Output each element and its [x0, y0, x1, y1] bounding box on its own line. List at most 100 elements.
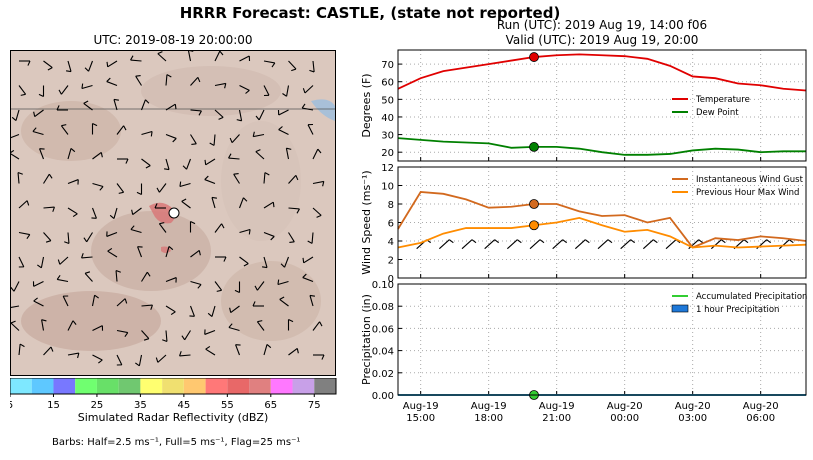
wind-barb	[214, 109, 224, 118]
wind-barb-feather	[234, 289, 240, 294]
wind-barb-feather	[106, 77, 111, 82]
legend-label: Accumulated Precipitation	[696, 292, 807, 302]
x-tick-label: 06:00	[746, 413, 775, 424]
wind-barb-feather	[155, 357, 159, 363]
wind-barb	[277, 280, 289, 286]
wind-barb	[461, 239, 473, 250]
colorbar-tick-label: 55	[221, 400, 234, 410]
wind-barb-feather	[585, 239, 590, 244]
wind-barb	[187, 51, 192, 62]
y-tick-label: 4	[388, 237, 394, 248]
wind-barb	[165, 277, 177, 283]
wind-barb-feather	[145, 165, 151, 169]
wind-barb	[642, 239, 654, 250]
wind-barb-feather	[61, 124, 67, 127]
wind-barb	[204, 179, 216, 185]
wind-barb	[179, 182, 191, 188]
wind-barb-feather	[50, 346, 54, 352]
wind-barb-feather	[174, 104, 177, 110]
wind-barb	[18, 256, 25, 268]
wind-barb-feather	[257, 320, 263, 323]
legend-label: Dew Point	[696, 108, 739, 118]
wind-barb	[67, 60, 72, 72]
wind-barb-feather	[248, 229, 251, 235]
wind-barb	[86, 232, 93, 243]
colorbar-swatch	[140, 378, 163, 394]
wind-barb	[205, 158, 216, 166]
x-tick-label: Aug-20	[675, 401, 711, 412]
wind-barb	[230, 305, 240, 314]
terrain-patch	[221, 121, 301, 241]
wind-barb	[13, 281, 20, 292]
wind-barb-feather	[255, 149, 261, 153]
wind-barb	[18, 85, 27, 95]
wind-barb	[778, 239, 790, 250]
wind-barb	[309, 295, 314, 307]
wind-barb-feather	[179, 181, 182, 187]
wind-barb	[214, 223, 223, 233]
wind-barb-feather	[170, 311, 176, 316]
radar-map[interactable]	[10, 50, 336, 376]
wind-barb-feather	[83, 237, 88, 243]
wind-barb	[438, 239, 450, 250]
wind-barb-feather	[56, 275, 61, 280]
wind-barb	[115, 270, 118, 282]
wind-barb-feather	[47, 67, 53, 71]
wind-barb	[286, 85, 290, 97]
wind-barb-feather	[280, 263, 285, 268]
wind-barb-feather	[223, 256, 227, 262]
wind-barb	[116, 125, 125, 135]
x-tick-label: 21:00	[542, 413, 571, 424]
wind-barb	[165, 305, 176, 313]
plot-frame	[397, 283, 807, 396]
wind-barb-feather	[172, 138, 177, 143]
wind-barb	[43, 173, 50, 184]
wind-barb-feather	[181, 198, 187, 202]
wind-barb	[34, 109, 44, 118]
wind-barb-feather	[302, 257, 305, 263]
wind-barb-feather	[162, 339, 168, 342]
wind-barb-feather	[166, 74, 172, 78]
wind-barb	[92, 151, 102, 160]
wind-barb	[60, 125, 69, 135]
terrain-patch	[221, 261, 321, 341]
wind-barb	[83, 102, 93, 111]
colorbar-swatch	[96, 378, 119, 394]
wind-barb-feather	[254, 285, 258, 291]
colorbar-swatch	[249, 378, 271, 394]
wind-barb	[81, 84, 93, 90]
map-canvas	[11, 51, 335, 375]
chart-panel-2: 0 2 4 6 8 10 12 Wind Speed (ms⁻¹) Instantaneous …	[360, 163, 807, 285]
wind-barb-feather	[471, 239, 477, 244]
colorbar-swatch	[53, 378, 76, 394]
wind-barb	[92, 354, 103, 361]
x-tick-label: Aug-19	[471, 401, 507, 412]
wind-barb-feather	[113, 98, 119, 101]
wind-barb	[228, 157, 240, 160]
wind-barb-feather	[32, 127, 37, 132]
wind-barb	[190, 76, 199, 86]
wind-barb-feather	[216, 289, 222, 292]
wind-barb-feather	[288, 318, 294, 323]
wind-barb	[263, 60, 275, 64]
x-tick-label: 15:00	[406, 413, 435, 424]
wind-barb	[238, 109, 243, 121]
colorbar-swatch	[118, 378, 141, 394]
wind-barb	[141, 330, 150, 340]
wind-barb-feather	[296, 208, 300, 214]
wind-barb-feather	[270, 236, 275, 241]
wind-barb-feather	[150, 131, 153, 137]
wind-barb	[135, 75, 142, 86]
wind-barb-feather	[27, 60, 31, 66]
wind-barb-feather	[20, 93, 26, 96]
wind-barb	[231, 134, 240, 144]
wind-barb	[130, 59, 142, 62]
wind-barb-feather	[228, 323, 233, 328]
wind-barb-feather	[92, 122, 98, 127]
y-axis-label: Precipitation (in)	[360, 294, 373, 385]
wind-barb	[302, 107, 314, 111]
wind-barb-feather	[209, 142, 215, 146]
terrain-patch	[141, 66, 281, 116]
wind-barb-feather	[26, 200, 30, 206]
wind-barb	[181, 200, 191, 209]
